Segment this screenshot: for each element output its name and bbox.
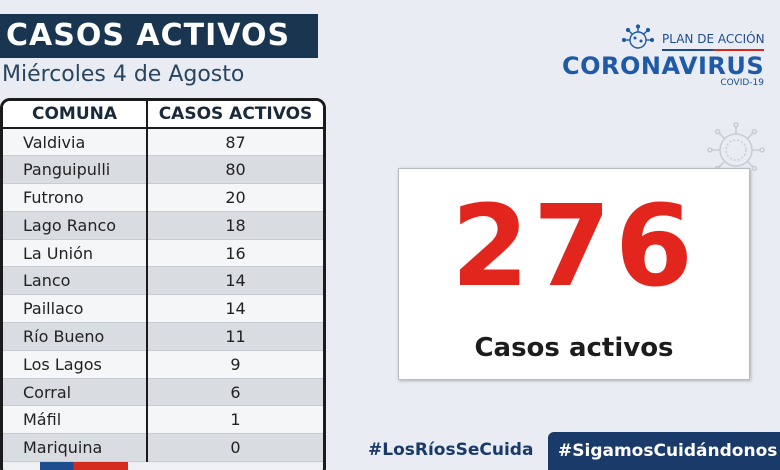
casos-cell: 80 [147, 155, 323, 185]
casos-cell: 11 [147, 322, 323, 351]
table-body: Valdivia 87 Panguipulli 80 Futrono 20 Lago Ran… [3, 128, 323, 463]
table-row: Paillaco 14 [3, 294, 323, 324]
casos-cell: 14 [147, 294, 323, 324]
casos-cell: 1 [147, 405, 323, 435]
table-header-row: COMUNA CASOS ACTIVOS [3, 101, 323, 129]
logo-flag-bar [662, 49, 764, 51]
table-row: Mariquina 0 [3, 433, 323, 463]
comuna-cell: Corral [3, 378, 148, 407]
casos-cell: 87 [147, 128, 323, 157]
casos-cell: 6 [147, 378, 323, 407]
hashtag-sigamos: #SigamosCuidándonos [548, 432, 780, 470]
table-row: Panguipulli 80 [3, 155, 323, 185]
virus-icon [621, 24, 655, 49]
casos-cell: 20 [147, 183, 323, 212]
comuna-cell: Valdivia [3, 128, 148, 157]
comuna-cell: Futrono [3, 183, 148, 212]
report-date: Miércoles 4 de Agosto [2, 62, 245, 87]
logo-sub-label: COVID-19 [720, 78, 764, 88]
comuna-cell: Río Bueno [3, 322, 148, 351]
casos-cell: 14 [147, 266, 323, 296]
table-row: Futrono 20 [3, 183, 323, 212]
table-row: La Unión 16 [3, 239, 323, 268]
logo-name: CORONAVIRUS [562, 52, 765, 80]
table-row: Valdivia 87 [3, 128, 323, 157]
comuna-cell: Lanco [3, 266, 148, 296]
comuna-cell: Los Lagos [3, 350, 148, 379]
comuna-cell: Paillaco [3, 294, 148, 324]
comuna-cell: Mariquina [3, 433, 148, 463]
table-row: Los Lagos 9 [3, 350, 323, 379]
table-row: Lago Ranco 18 [3, 211, 323, 240]
casos-cell: 16 [147, 239, 323, 268]
coronavirus-logo: PLAN DE ACCIÓN CORONAVIRUS COVID-19 [562, 24, 772, 94]
casos-cell: 9 [147, 350, 323, 379]
active-cases-total: 276 [451, 182, 697, 312]
comuna-cell: La Unión [3, 239, 148, 268]
logo-plan-label: PLAN DE ACCIÓN [662, 32, 765, 46]
table-row: Lanco 14 [3, 266, 323, 296]
virus-icon [707, 122, 765, 172]
hashtag-los-rios: #LosRíosSeCuida [368, 440, 534, 460]
active-cases-summary: 276 Casos activos [398, 168, 750, 380]
table-row: Máfil 1 [3, 405, 323, 435]
comuna-cell: Panguipulli [3, 155, 148, 185]
table-row: Corral 6 [3, 378, 323, 407]
casos-cell: 0 [147, 433, 323, 463]
active-cases-label: Casos activos [474, 333, 674, 363]
column-header-casos: CASOS ACTIVOS [147, 101, 323, 129]
comuna-cell: Máfil [3, 405, 148, 435]
column-header-comuna: COMUNA [3, 101, 148, 129]
flag-strip [40, 462, 128, 470]
casos-cell: 18 [147, 211, 323, 240]
cases-table: COMUNA CASOS ACTIVOS Valdivia 87 Panguipul… [0, 98, 326, 470]
table-row: Río Bueno 11 [3, 322, 323, 351]
page-title: CASOS ACTIVOS [0, 14, 318, 58]
comuna-cell: Lago Ranco [3, 211, 148, 240]
